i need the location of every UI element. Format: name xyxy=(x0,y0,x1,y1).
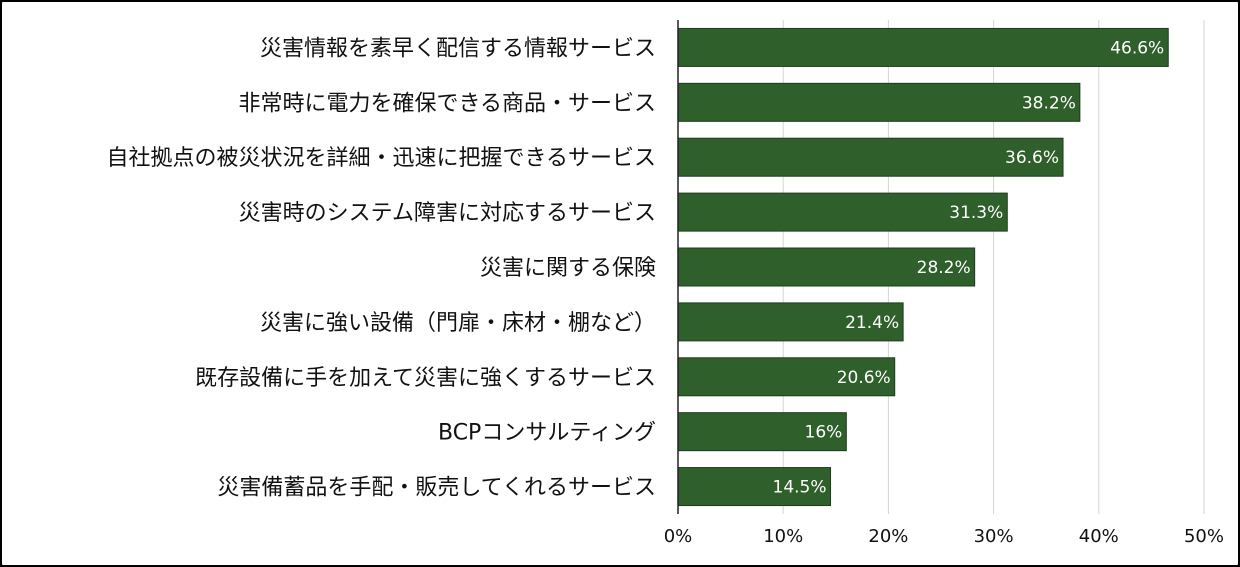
value-label: 28.2% xyxy=(917,258,971,278)
bar xyxy=(677,467,832,507)
category-label: 災害に強い設備（門扉・床材・棚など） xyxy=(260,311,656,336)
value-label: 31.3% xyxy=(949,203,1003,223)
bar xyxy=(677,302,904,342)
category-label: 災害備蓄品を手配・販売してくれるサービス xyxy=(217,476,656,501)
bar xyxy=(677,357,896,397)
category-label: 災害に関する保険 xyxy=(480,256,656,281)
value-label: 46.6% xyxy=(1110,38,1164,58)
x-tick-label: 10% xyxy=(763,526,803,547)
category-label: 自社拠点の被災状況を詳細・迅速に把握できるサービス xyxy=(106,146,656,171)
category-label: 既存設備に手を加えて災害に強くするサービス xyxy=(195,366,656,391)
category-label: 災害情報を素早く配信する情報サービス xyxy=(260,36,656,61)
value-label: 36.6% xyxy=(1005,148,1059,168)
x-tick-label: 20% xyxy=(868,526,908,547)
x-tick-label: 50% xyxy=(1184,526,1224,547)
category-label: BCPコンサルティング xyxy=(438,421,656,446)
value-label: 16% xyxy=(805,423,843,443)
category-label: 非常時に電力を確保できる商品・サービス xyxy=(238,91,656,116)
x-tick-label: 40% xyxy=(1079,526,1119,547)
bar xyxy=(677,82,1081,122)
value-label: 14.5% xyxy=(773,478,827,498)
bar xyxy=(677,247,976,287)
x-tick-label: 0% xyxy=(664,526,693,547)
x-tick-label: 30% xyxy=(974,526,1014,547)
bar xyxy=(677,412,847,452)
value-label: 21.4% xyxy=(845,313,899,333)
value-label: 20.6% xyxy=(837,368,891,388)
value-label: 38.2% xyxy=(1022,93,1076,113)
category-label: 災害時のシステム障害に対応するサービス xyxy=(239,201,656,226)
bar xyxy=(677,27,1169,67)
bar xyxy=(677,137,1064,177)
